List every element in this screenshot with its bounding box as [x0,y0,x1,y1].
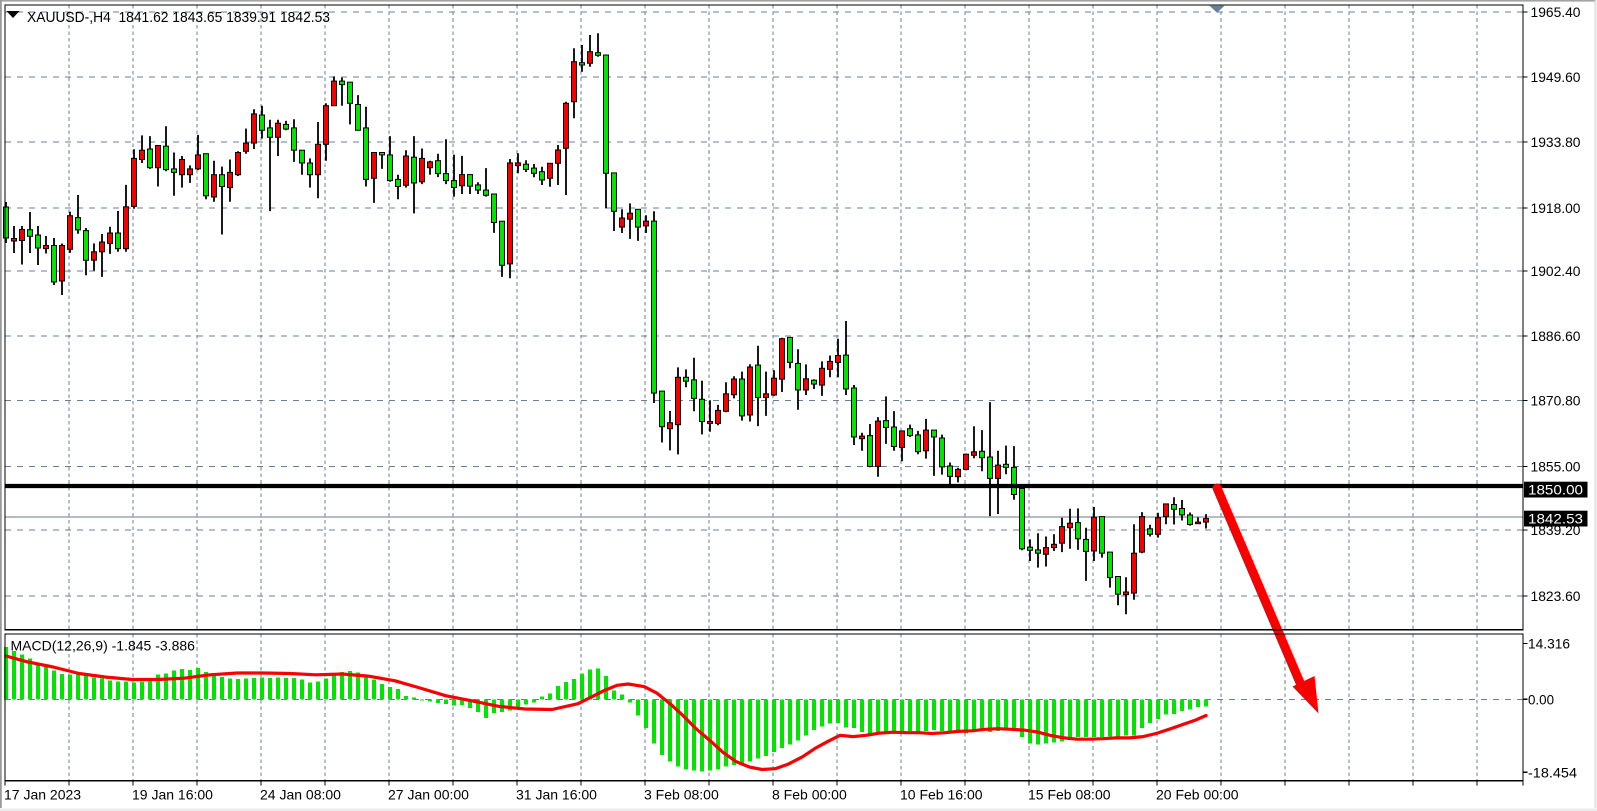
svg-text:1855.00: 1855.00 [1531,459,1581,475]
svg-text:MACD(12,26,9) -1.845 -3.886: MACD(12,26,9) -1.845 -3.886 [11,638,196,654]
svg-text:24 Jan 08:00: 24 Jan 08:00 [260,787,341,803]
svg-text:27 Jan 00:00: 27 Jan 00:00 [388,787,469,803]
svg-text:1823.60: 1823.60 [1531,588,1581,604]
svg-text:1965.40: 1965.40 [1531,4,1581,20]
svg-text:31 Jan 16:00: 31 Jan 16:00 [516,787,597,803]
svg-text:17 Jan 2023: 17 Jan 2023 [4,787,81,803]
svg-text:1933.80: 1933.80 [1531,134,1581,150]
svg-text:1850.00: 1850.00 [1528,482,1583,498]
svg-text:10 Feb 16:00: 10 Feb 16:00 [900,787,983,803]
svg-text:15 Feb 08:00: 15 Feb 08:00 [1028,787,1111,803]
svg-text:1949.60: 1949.60 [1531,69,1581,85]
svg-text:20 Feb 00:00: 20 Feb 00:00 [1156,787,1239,803]
svg-text:1870.80: 1870.80 [1531,393,1581,409]
svg-text:XAUUSD-,H4 1841.62 1843.65 18: XAUUSD-,H4 1841.62 1843.65 1839.91 1842.… [27,9,330,26]
svg-text:1918.00: 1918.00 [1531,200,1581,216]
svg-text:1886.60: 1886.60 [1531,328,1581,344]
svg-text:-18.454: -18.454 [1528,764,1577,780]
svg-text:14.316: 14.316 [1528,636,1570,652]
svg-text:1902.40: 1902.40 [1531,263,1581,279]
svg-text:3 Feb 08:00: 3 Feb 08:00 [644,787,719,803]
svg-text:19 Jan 16:00: 19 Jan 16:00 [132,787,213,803]
svg-text:1842.53: 1842.53 [1528,511,1583,527]
svg-text:8 Feb 00:00: 8 Feb 00:00 [772,787,847,803]
svg-text:0.00: 0.00 [1528,691,1554,707]
